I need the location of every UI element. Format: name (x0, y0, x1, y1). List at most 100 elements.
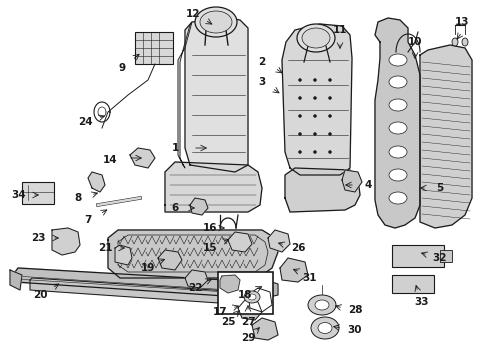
Ellipse shape (388, 76, 406, 88)
Text: 29: 29 (240, 333, 255, 343)
Bar (218, 272, 272, 314)
Text: 28: 28 (347, 305, 362, 315)
Polygon shape (158, 250, 182, 270)
Polygon shape (130, 148, 155, 168)
Text: 20: 20 (33, 290, 47, 300)
Text: 3: 3 (258, 77, 265, 87)
Text: 15: 15 (203, 243, 217, 253)
Text: 6: 6 (171, 203, 178, 213)
Ellipse shape (388, 122, 406, 134)
Ellipse shape (388, 54, 406, 66)
Ellipse shape (388, 146, 406, 158)
Text: 4: 4 (364, 180, 371, 190)
Text: 19: 19 (141, 263, 155, 273)
Ellipse shape (296, 24, 334, 52)
Text: 18: 18 (237, 290, 252, 300)
Polygon shape (178, 22, 192, 168)
Text: 5: 5 (435, 183, 443, 193)
Ellipse shape (328, 114, 331, 117)
Bar (22, 182, 54, 204)
Ellipse shape (298, 114, 301, 117)
Polygon shape (184, 270, 207, 288)
Ellipse shape (313, 150, 316, 153)
Polygon shape (190, 198, 207, 215)
Ellipse shape (328, 150, 331, 153)
Ellipse shape (328, 132, 331, 135)
Bar (439, 250, 451, 262)
Ellipse shape (247, 294, 256, 300)
Polygon shape (52, 228, 80, 255)
Text: 34: 34 (12, 190, 26, 200)
Polygon shape (88, 172, 105, 192)
Ellipse shape (451, 38, 457, 46)
Polygon shape (10, 270, 22, 290)
Bar (391, 245, 443, 267)
Text: 12: 12 (185, 9, 200, 19)
Polygon shape (15, 268, 274, 298)
Ellipse shape (388, 99, 406, 111)
Text: 27: 27 (240, 317, 255, 327)
Text: 30: 30 (347, 325, 362, 335)
Ellipse shape (328, 78, 331, 81)
Polygon shape (267, 230, 289, 252)
Text: 32: 32 (432, 253, 447, 263)
Ellipse shape (388, 169, 406, 181)
Ellipse shape (388, 192, 406, 204)
Ellipse shape (307, 295, 335, 315)
Polygon shape (341, 170, 361, 192)
Text: 13: 13 (454, 17, 468, 27)
Polygon shape (30, 278, 260, 305)
Polygon shape (108, 230, 278, 278)
Text: 14: 14 (102, 155, 117, 165)
Text: 21: 21 (98, 243, 112, 253)
Polygon shape (374, 18, 419, 228)
Ellipse shape (302, 28, 329, 48)
Ellipse shape (313, 132, 316, 135)
Polygon shape (254, 280, 278, 298)
Text: 33: 33 (414, 297, 428, 307)
Ellipse shape (313, 78, 316, 81)
Polygon shape (184, 18, 247, 172)
Text: 2: 2 (258, 57, 265, 67)
Text: 8: 8 (74, 193, 81, 203)
Text: 24: 24 (78, 117, 92, 127)
Text: 7: 7 (84, 215, 92, 225)
Polygon shape (238, 300, 262, 320)
Text: 23: 23 (31, 233, 45, 243)
Text: 31: 31 (302, 273, 317, 283)
Bar (391, 275, 433, 293)
Text: 9: 9 (118, 63, 125, 73)
Polygon shape (419, 45, 471, 228)
Polygon shape (280, 258, 307, 282)
Ellipse shape (328, 96, 331, 99)
Ellipse shape (200, 11, 231, 33)
Text: 16: 16 (203, 223, 217, 233)
Text: 26: 26 (290, 243, 305, 253)
Ellipse shape (317, 323, 331, 333)
Polygon shape (282, 24, 351, 175)
Text: 1: 1 (171, 143, 178, 153)
Text: 11: 11 (332, 25, 346, 35)
Polygon shape (115, 245, 132, 265)
Text: 22: 22 (187, 283, 202, 293)
Ellipse shape (195, 7, 237, 37)
Bar (135, 32, 173, 64)
Polygon shape (220, 275, 240, 293)
Ellipse shape (298, 96, 301, 99)
Ellipse shape (244, 291, 260, 303)
Ellipse shape (313, 114, 316, 117)
Text: 17: 17 (212, 307, 227, 317)
Ellipse shape (461, 38, 467, 46)
Polygon shape (251, 318, 278, 340)
Ellipse shape (298, 78, 301, 81)
Ellipse shape (314, 300, 328, 310)
Text: 10: 10 (407, 37, 421, 47)
Text: 25: 25 (220, 317, 235, 327)
Polygon shape (164, 162, 262, 212)
Polygon shape (285, 168, 359, 212)
Ellipse shape (310, 317, 338, 339)
Polygon shape (247, 288, 271, 312)
Ellipse shape (298, 132, 301, 135)
Ellipse shape (298, 150, 301, 153)
Polygon shape (227, 232, 251, 252)
